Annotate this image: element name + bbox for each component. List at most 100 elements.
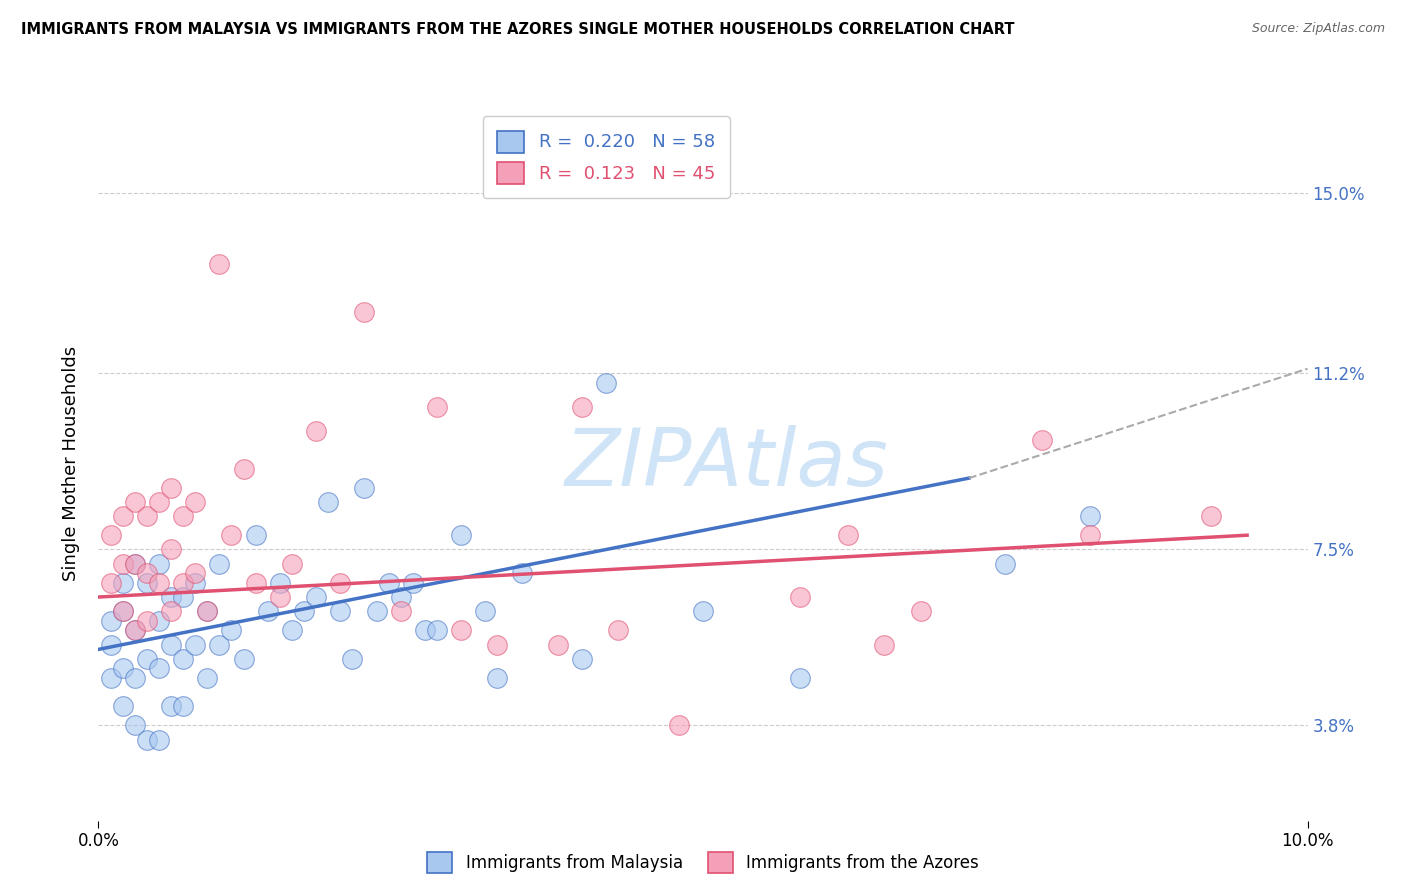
Point bbox=[413, 624, 436, 638]
Point bbox=[789, 590, 811, 604]
Point bbox=[184, 495, 207, 509]
Point bbox=[111, 575, 134, 590]
Point bbox=[474, 604, 496, 618]
Point bbox=[148, 732, 170, 747]
Point bbox=[160, 699, 183, 714]
Point bbox=[172, 590, 194, 604]
Point bbox=[208, 257, 231, 271]
Point bbox=[547, 638, 569, 652]
Point bbox=[305, 590, 328, 604]
Point bbox=[172, 652, 194, 666]
Point bbox=[124, 671, 146, 685]
Point bbox=[486, 638, 509, 652]
Point bbox=[873, 638, 896, 652]
Point bbox=[111, 604, 134, 618]
Point bbox=[668, 718, 690, 732]
Point bbox=[124, 624, 146, 638]
Point bbox=[353, 304, 375, 318]
Text: ZIPAtlas: ZIPAtlas bbox=[565, 425, 889, 503]
Point bbox=[221, 624, 243, 638]
Point bbox=[1199, 509, 1222, 524]
Point bbox=[148, 661, 170, 675]
Point bbox=[124, 557, 146, 571]
Point bbox=[160, 638, 183, 652]
Point bbox=[281, 557, 304, 571]
Point bbox=[135, 566, 157, 581]
Point bbox=[256, 604, 278, 618]
Point bbox=[148, 614, 170, 628]
Point bbox=[269, 590, 291, 604]
Point bbox=[172, 699, 194, 714]
Point bbox=[195, 671, 218, 685]
Point bbox=[571, 652, 593, 666]
Point bbox=[607, 624, 630, 638]
Point bbox=[232, 461, 254, 475]
Point bbox=[245, 528, 267, 542]
Point bbox=[281, 624, 304, 638]
Point bbox=[184, 638, 207, 652]
Point bbox=[100, 528, 122, 542]
Point bbox=[135, 732, 157, 747]
Point bbox=[100, 614, 122, 628]
Point bbox=[1078, 509, 1101, 524]
Point bbox=[1078, 528, 1101, 542]
Point bbox=[377, 575, 399, 590]
Point bbox=[111, 604, 134, 618]
Point bbox=[510, 566, 533, 581]
Point bbox=[208, 638, 231, 652]
Point bbox=[221, 528, 243, 542]
Point bbox=[366, 604, 388, 618]
Point bbox=[450, 528, 472, 542]
Point bbox=[160, 604, 183, 618]
Point bbox=[994, 557, 1017, 571]
Point bbox=[595, 376, 617, 390]
Text: IMMIGRANTS FROM MALAYSIA VS IMMIGRANTS FROM THE AZORES SINGLE MOTHER HOUSEHOLDS : IMMIGRANTS FROM MALAYSIA VS IMMIGRANTS F… bbox=[21, 22, 1015, 37]
Point bbox=[100, 638, 122, 652]
Point bbox=[1031, 433, 1053, 447]
Legend: Immigrants from Malaysia, Immigrants from the Azores: Immigrants from Malaysia, Immigrants fro… bbox=[420, 846, 986, 880]
Point bbox=[353, 481, 375, 495]
Point bbox=[342, 652, 364, 666]
Point bbox=[486, 671, 509, 685]
Point bbox=[305, 424, 328, 438]
Y-axis label: Single Mother Households: Single Mother Households bbox=[62, 346, 80, 582]
Point bbox=[148, 495, 170, 509]
Point bbox=[329, 575, 352, 590]
Point bbox=[269, 575, 291, 590]
Point bbox=[692, 604, 714, 618]
Point bbox=[124, 557, 146, 571]
Point bbox=[184, 566, 207, 581]
Point bbox=[100, 575, 122, 590]
Point bbox=[426, 400, 449, 414]
Point bbox=[426, 624, 449, 638]
Point bbox=[316, 495, 339, 509]
Point bbox=[124, 495, 146, 509]
Point bbox=[571, 400, 593, 414]
Point bbox=[148, 557, 170, 571]
Point bbox=[329, 604, 352, 618]
Point bbox=[135, 614, 157, 628]
Point bbox=[208, 557, 231, 571]
Point bbox=[160, 590, 183, 604]
Point bbox=[148, 575, 170, 590]
Point bbox=[232, 652, 254, 666]
Point bbox=[245, 575, 267, 590]
Point bbox=[124, 624, 146, 638]
Point bbox=[124, 718, 146, 732]
Point bbox=[160, 481, 183, 495]
Point bbox=[135, 652, 157, 666]
Point bbox=[389, 590, 412, 604]
Point bbox=[450, 624, 472, 638]
Point bbox=[111, 661, 134, 675]
Point bbox=[111, 557, 134, 571]
Point bbox=[111, 699, 134, 714]
Point bbox=[100, 671, 122, 685]
Point bbox=[135, 509, 157, 524]
Point bbox=[789, 671, 811, 685]
Point bbox=[292, 604, 315, 618]
Point bbox=[160, 542, 183, 557]
Point bbox=[111, 509, 134, 524]
Point bbox=[135, 575, 157, 590]
Point bbox=[184, 575, 207, 590]
Point bbox=[172, 575, 194, 590]
